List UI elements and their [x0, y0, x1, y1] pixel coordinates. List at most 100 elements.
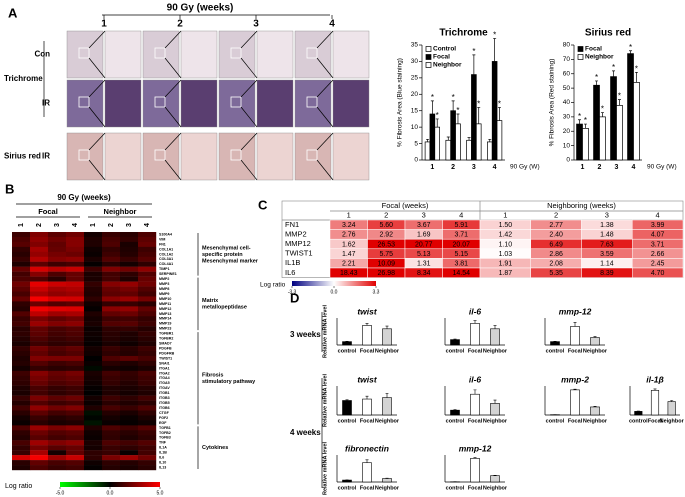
heat-cell [48, 351, 67, 357]
heat-cell [84, 445, 103, 451]
heat-cell [12, 301, 31, 307]
heat-cell [48, 385, 67, 391]
legend-swatch [425, 62, 432, 68]
heat-cell [30, 236, 49, 243]
bar [382, 478, 392, 483]
error-bar [617, 99, 621, 106]
gene-label: MMP23 [159, 327, 171, 331]
heat-cell [120, 395, 139, 401]
heat-cell [66, 236, 85, 243]
heat-cell [138, 306, 157, 312]
gene-label: TNF [159, 441, 167, 445]
heat-cell [102, 465, 121, 471]
heat-cell [102, 266, 121, 272]
heat-cell [84, 326, 103, 332]
heat-cell [30, 370, 49, 376]
heat-cell [84, 346, 103, 352]
gene-label: TGFB3 [159, 436, 171, 440]
error-bar [385, 392, 389, 398]
significance: * [431, 93, 434, 102]
heat-cell [30, 415, 49, 421]
heat-cell [102, 395, 121, 401]
heat-cell [66, 301, 85, 307]
heat-cell [66, 395, 85, 401]
cell-value: 1.50 [499, 222, 513, 229]
rule [316, 57, 334, 79]
heat-cell [120, 246, 139, 253]
heat-cell [48, 341, 67, 347]
category-label: Fibrosis [202, 372, 223, 378]
heat-cell [48, 465, 67, 471]
heat-cell [84, 301, 103, 307]
heat-cell [66, 410, 85, 416]
rule [240, 79, 258, 98]
gene-label: ITGA2 [159, 371, 170, 375]
heat-cell [84, 256, 103, 262]
bar [475, 123, 482, 161]
heat-cell [66, 261, 85, 267]
x-tick-label: Focal [360, 348, 375, 354]
heat-cell [84, 251, 103, 257]
heat-cell [120, 355, 139, 362]
gene-label: MMP12 [159, 307, 171, 311]
heat-cell [102, 326, 121, 332]
x-tick-label: 4 [493, 164, 497, 171]
heat-cell [102, 380, 121, 386]
heat-cell [30, 241, 49, 248]
heat-cell [84, 236, 103, 243]
gene-label: MMP2 [159, 277, 169, 281]
heat-cell [66, 385, 85, 391]
heat-cell [12, 316, 31, 322]
bar [362, 325, 372, 346]
heat-cell [30, 410, 49, 416]
micrograph [66, 132, 104, 181]
gene-label: MMP10 [159, 297, 171, 301]
rule [240, 57, 258, 79]
gene-label: IL13 [159, 465, 166, 469]
heat-cell [120, 321, 139, 327]
heat-cell [138, 236, 157, 243]
chart-title: mmp-12 [459, 443, 492, 453]
gene-label: MMP3 [159, 282, 169, 286]
x-tick-label: 1 [430, 164, 434, 171]
heat-cell [48, 261, 67, 267]
column-label: 3 [54, 223, 61, 227]
heat-cell [48, 326, 67, 332]
micrograph-zoom [332, 30, 370, 79]
y-tick-label: 5 [414, 140, 418, 147]
cell-value: 5.13 [417, 251, 431, 258]
bar [487, 141, 493, 161]
rule [240, 159, 258, 181]
bar [429, 113, 436, 161]
gene-label: MMP13 [159, 312, 171, 316]
heat-cell [66, 232, 85, 238]
panel-label: A [8, 5, 18, 20]
gene-label: S100A4 [159, 232, 172, 236]
heat-cell [138, 410, 157, 416]
micrograph [142, 132, 180, 181]
y-tick-label: 70 [563, 56, 571, 63]
bar [342, 400, 352, 416]
bar [590, 337, 600, 346]
cell-value: 2.77 [549, 222, 563, 229]
heat-cell [30, 450, 49, 456]
heat-cell [48, 405, 67, 411]
heat-cell [12, 445, 31, 451]
heat-cell [12, 365, 31, 372]
heat-cell [120, 380, 139, 386]
heat-cell [138, 281, 157, 287]
heat-cell [30, 311, 49, 317]
heat-cell [138, 336, 157, 342]
heat-cell [66, 281, 85, 287]
x-tick-label: 2 [451, 164, 455, 171]
cell-value: 8.39 [600, 270, 614, 277]
cell-value: 3.71 [651, 241, 665, 248]
heat-cell [66, 440, 85, 446]
heat-cell [30, 316, 49, 322]
heat-cell [84, 241, 103, 248]
heat-cell [66, 445, 85, 451]
bar [650, 390, 660, 416]
column-header: 2 [554, 210, 558, 219]
gene-label: MMP14 [159, 317, 171, 321]
heat-cell [84, 232, 103, 238]
